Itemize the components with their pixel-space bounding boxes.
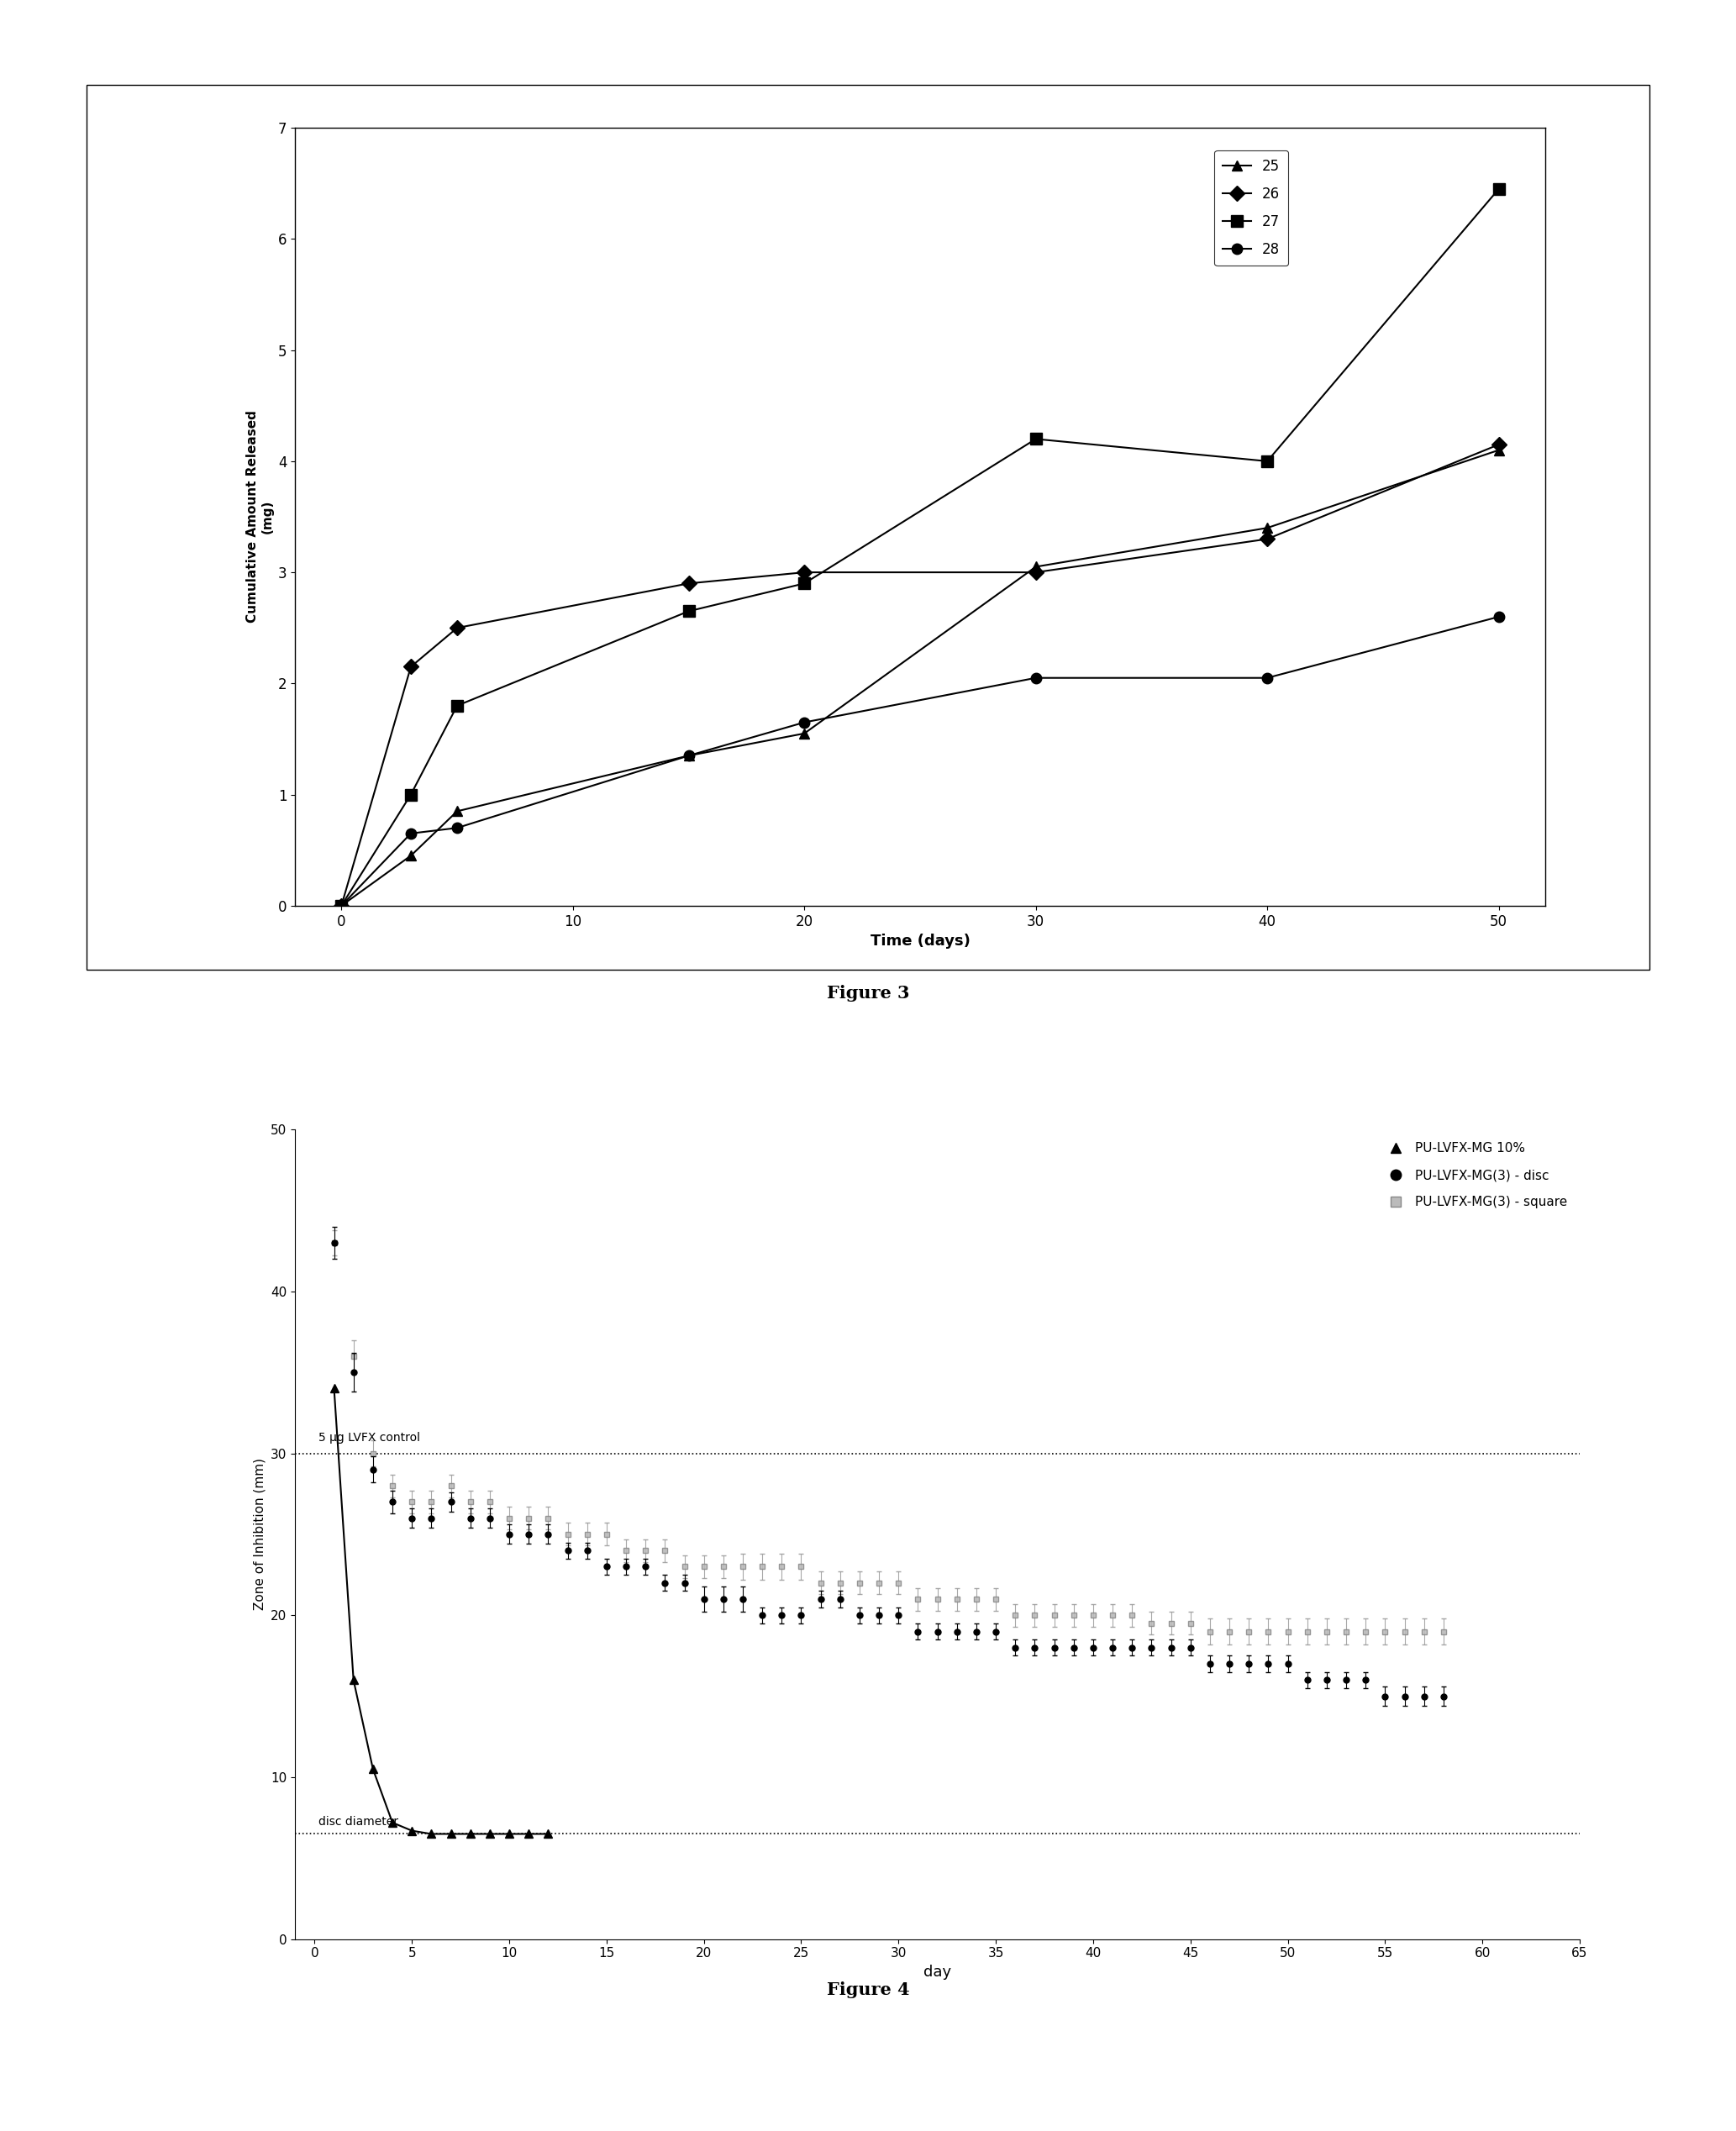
Text: disc diameter: disc diameter: [318, 1816, 398, 1828]
27: [401, 782, 422, 808]
27: [679, 599, 700, 624]
Line: 26: 26: [337, 439, 1503, 910]
26: [679, 571, 700, 597]
27: [1257, 448, 1278, 473]
28: [446, 816, 467, 842]
26: [401, 654, 422, 680]
Line: PU-LVFX-MG 10%: PU-LVFX-MG 10%: [330, 1385, 552, 1839]
PU-LVFX-MG 10%: [420, 1822, 441, 1848]
PU-LVFX-MG 10%: [519, 1822, 540, 1848]
25: [679, 744, 700, 769]
26: [1257, 526, 1278, 552]
Text: 5 μg LVFX control: 5 μg LVFX control: [318, 1432, 420, 1443]
27: [793, 571, 814, 597]
PU-LVFX-MG 10%: [498, 1822, 519, 1848]
X-axis label: day: day: [924, 1965, 951, 1980]
Line: 28: 28: [337, 612, 1503, 910]
28: [679, 744, 700, 769]
28: [332, 893, 352, 918]
25: [446, 799, 467, 825]
28: [401, 820, 422, 846]
26: [332, 893, 352, 918]
26: [1488, 433, 1509, 458]
26: [793, 560, 814, 586]
Text: Figure 4: Figure 4: [826, 1982, 910, 1999]
PU-LVFX-MG 10%: [460, 1822, 481, 1848]
PU-LVFX-MG 10%: [363, 1756, 384, 1782]
PU-LVFX-MG 10%: [479, 1822, 500, 1848]
27: [446, 693, 467, 718]
27: [1026, 426, 1047, 452]
28: [1257, 665, 1278, 690]
PU-LVFX-MG 10%: [538, 1822, 559, 1848]
PU-LVFX-MG 10%: [441, 1822, 462, 1848]
26: [446, 616, 467, 641]
28: [793, 710, 814, 735]
PU-LVFX-MG 10%: [401, 1818, 422, 1843]
25: [793, 720, 814, 746]
Text: Figure 3: Figure 3: [826, 985, 910, 1002]
25: [1026, 554, 1047, 580]
27: [332, 893, 352, 918]
28: [1026, 665, 1047, 690]
Line: 27: 27: [335, 183, 1505, 912]
26: [1026, 560, 1047, 586]
27: [1488, 177, 1509, 202]
X-axis label: Time (days): Time (days): [870, 933, 970, 948]
Legend: PU-LVFX-MG 10%, PU-LVFX-MG(3) - disc, PU-LVFX-MG(3) - square: PU-LVFX-MG 10%, PU-LVFX-MG(3) - disc, PU…: [1377, 1136, 1573, 1215]
PU-LVFX-MG 10%: [382, 1809, 403, 1835]
25: [401, 844, 422, 869]
25: [1488, 437, 1509, 462]
Line: 25: 25: [337, 445, 1503, 910]
Y-axis label: Zone of Inhibition (mm): Zone of Inhibition (mm): [253, 1458, 266, 1611]
25: [1257, 516, 1278, 541]
Legend: 25, 26, 27, 28: 25, 26, 27, 28: [1215, 151, 1288, 266]
PU-LVFX-MG 10%: [344, 1666, 365, 1692]
28: [1488, 603, 1509, 629]
25: [332, 893, 352, 918]
PU-LVFX-MG 10%: [323, 1377, 344, 1402]
Y-axis label: Cumulative Amount Released
(mg): Cumulative Amount Released (mg): [247, 411, 273, 622]
